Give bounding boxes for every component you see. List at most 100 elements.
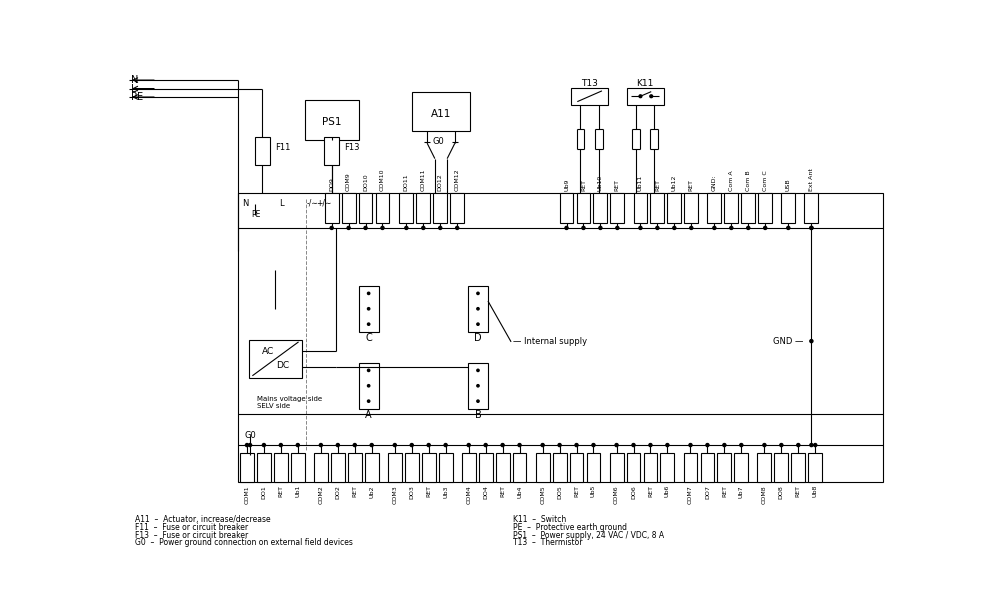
Bar	[495, 453, 510, 482]
Bar	[375, 193, 389, 222]
Bar	[570, 453, 584, 482]
Text: COM12: COM12	[454, 168, 459, 191]
Text: AC: AC	[261, 347, 274, 357]
Bar	[411, 92, 470, 131]
Text: DO2: DO2	[335, 485, 340, 499]
Bar	[651, 193, 665, 222]
Circle shape	[353, 444, 356, 447]
Circle shape	[690, 226, 693, 229]
Text: SELV side: SELV side	[257, 403, 290, 410]
Bar	[358, 193, 372, 222]
Text: DC: DC	[276, 361, 289, 370]
Text: T13: T13	[582, 79, 598, 89]
Text: Ext Ant: Ext Ant	[809, 168, 814, 191]
Bar	[513, 453, 527, 482]
Circle shape	[666, 444, 669, 447]
Text: COM5: COM5	[541, 485, 546, 504]
Bar	[661, 453, 675, 482]
Bar	[248, 339, 302, 378]
Text: RET: RET	[648, 485, 653, 497]
Circle shape	[367, 400, 369, 402]
Text: DO1: DO1	[261, 485, 266, 499]
Bar	[536, 453, 550, 482]
Circle shape	[467, 444, 470, 447]
Circle shape	[810, 339, 813, 342]
Bar	[644, 453, 658, 482]
Circle shape	[502, 444, 505, 447]
Bar	[399, 193, 413, 222]
Circle shape	[639, 95, 642, 97]
Circle shape	[632, 444, 635, 447]
Text: RET: RET	[796, 485, 801, 497]
Circle shape	[367, 369, 369, 371]
Bar	[348, 453, 361, 482]
Text: Ub1: Ub1	[295, 485, 300, 498]
Bar	[775, 453, 789, 482]
Circle shape	[427, 444, 430, 447]
Text: GND —: GND —	[774, 336, 804, 346]
Bar	[553, 453, 567, 482]
Circle shape	[336, 444, 339, 447]
Circle shape	[393, 444, 396, 447]
Circle shape	[367, 292, 369, 294]
Circle shape	[248, 444, 251, 447]
Text: A: A	[365, 410, 372, 420]
Circle shape	[476, 369, 479, 371]
Circle shape	[747, 226, 750, 229]
Circle shape	[615, 444, 618, 447]
Bar	[331, 453, 344, 482]
Text: Com B: Com B	[746, 171, 751, 191]
Text: COM4: COM4	[466, 485, 471, 504]
Bar	[668, 193, 682, 222]
Bar	[725, 193, 739, 222]
Text: A11: A11	[430, 109, 451, 119]
Bar	[314, 453, 328, 482]
Text: DO3: DO3	[409, 485, 414, 499]
Circle shape	[639, 226, 642, 229]
Text: G0: G0	[244, 431, 256, 440]
Bar	[701, 453, 715, 482]
Bar	[718, 453, 732, 482]
Bar	[610, 453, 624, 482]
Bar	[291, 453, 304, 482]
Circle shape	[763, 444, 766, 447]
Bar	[461, 453, 475, 482]
Circle shape	[780, 444, 783, 447]
Text: DO10: DO10	[363, 173, 368, 191]
Bar	[324, 137, 339, 164]
Circle shape	[599, 226, 602, 229]
Circle shape	[476, 292, 479, 294]
Text: D: D	[474, 333, 481, 343]
Bar	[257, 453, 271, 482]
Text: DO11: DO11	[403, 173, 408, 191]
Text: +/∼: +/∼	[316, 199, 331, 208]
Bar	[587, 453, 601, 482]
Bar	[611, 193, 625, 222]
Text: F11: F11	[274, 144, 290, 152]
Text: COM11: COM11	[420, 168, 425, 191]
Text: COM2: COM2	[318, 485, 323, 504]
Circle shape	[444, 444, 447, 447]
Text: PE: PE	[131, 92, 143, 102]
Text: RET: RET	[581, 179, 586, 191]
Bar	[450, 193, 464, 222]
Bar	[735, 453, 749, 482]
Circle shape	[410, 444, 413, 447]
Text: COM3: COM3	[392, 485, 397, 504]
Circle shape	[476, 323, 479, 325]
Text: N: N	[242, 199, 248, 208]
Text: DO7: DO7	[705, 485, 710, 499]
Text: RET: RET	[278, 485, 283, 497]
Bar	[324, 193, 338, 222]
Circle shape	[262, 444, 265, 447]
Text: Ub12: Ub12	[672, 174, 677, 191]
Text: DO6: DO6	[631, 485, 636, 499]
Circle shape	[559, 444, 562, 447]
Circle shape	[421, 226, 424, 229]
Circle shape	[673, 226, 676, 229]
Circle shape	[656, 226, 659, 229]
Circle shape	[582, 226, 585, 229]
Text: F13  –  Fuse or circuit breaker: F13 – Fuse or circuit breaker	[135, 530, 248, 540]
Text: T13  –  Thermistor: T13 – Thermistor	[513, 538, 583, 547]
Bar	[478, 453, 492, 482]
